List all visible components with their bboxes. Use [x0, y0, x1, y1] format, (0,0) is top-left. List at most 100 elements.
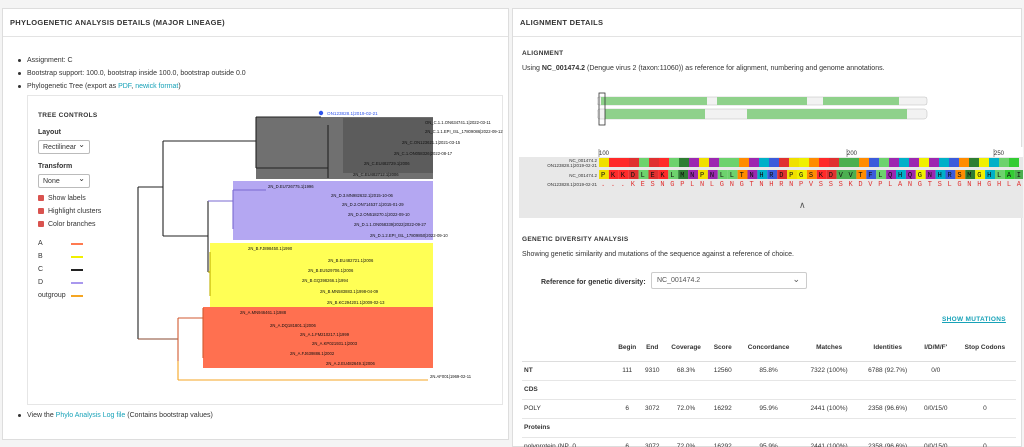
tree-leaf-label: 2N_A.DQ181801.1|2006 — [270, 323, 316, 328]
residue: L — [888, 181, 892, 189]
residue: G — [977, 172, 981, 180]
legend-label: C — [38, 266, 44, 273]
table-header-cell: Stop Codons — [953, 335, 1016, 362]
residue: P — [680, 181, 684, 189]
ref-sequence-name: NC_001474.2 — [569, 173, 597, 178]
residue: S — [809, 172, 813, 180]
overview-ref-label: NC_001474.2 — [569, 158, 597, 163]
legend-item: outgroup — [38, 291, 88, 300]
transform-select[interactable]: None — [38, 174, 90, 188]
residue: . — [611, 181, 615, 189]
table-header-cell: Coverage — [663, 335, 709, 362]
tree-leaf-label: 2N_C.EU482712.1|2006 — [353, 172, 399, 177]
residue: L — [997, 172, 1001, 180]
tree-leaf-label: 2N_D.2.ON714537.1|2015-01-29 — [342, 202, 404, 207]
table-cell: 6788 (92.7%) — [857, 361, 918, 381]
table-header-cell: Score — [708, 335, 737, 362]
alignment-heading: ALIGNMENT — [522, 50, 564, 57]
residue: L — [670, 172, 674, 180]
reference-select[interactable]: NC_001474.2 — [651, 272, 807, 289]
color-branches-label: Color branches — [48, 221, 96, 228]
alignment-panel: ALIGNMENT DETAILS ALIGNMENT Using NC_001… — [512, 8, 1024, 447]
tree-leaf-label: 2N_B.GQ398266.1|1994 — [302, 278, 349, 283]
residue: P — [601, 172, 605, 180]
residue: F — [868, 172, 872, 180]
residue: Q — [888, 172, 892, 180]
legend-swatch — [71, 256, 83, 258]
residue: K — [660, 172, 665, 180]
residue: G — [987, 181, 991, 189]
table-header-cell — [522, 335, 614, 362]
residue: V — [868, 181, 873, 189]
residue: N — [759, 181, 763, 189]
table-header-cell: Identities — [857, 335, 918, 362]
table-cell: 2441 (100%) — [800, 399, 858, 419]
query-leaf-marker — [318, 110, 324, 116]
sequence-viewer[interactable]: 100 200 250 P K K D L E K L M N P N L L T N H R D P G S K D V V T F L Q H… — [519, 147, 1024, 218]
log-list: View the Phylo Analysis Log file (Contai… — [18, 409, 213, 422]
color-branches-checkbox[interactable]: Color branches — [38, 220, 95, 230]
residue: T — [858, 172, 862, 180]
residue: E — [641, 181, 645, 189]
genetic-diversity-heading: GENETIC DIVERSITY ANALYSIS — [522, 236, 629, 243]
residue: L — [948, 181, 952, 189]
residue: G — [799, 172, 803, 180]
tree-leaf-label: 2N_A.1.FM210217.1|1999 — [300, 332, 350, 337]
phylo-log-link[interactable]: Phylo Analysis Log file — [55, 412, 126, 419]
residue: P — [878, 181, 882, 189]
table-cell: 85.8% — [736, 361, 801, 381]
layout-select[interactable]: Rectilinear — [38, 140, 90, 154]
residue: N — [660, 181, 664, 189]
residue: N — [789, 181, 793, 189]
reference-accession: NC_001474.2 — [541, 65, 586, 72]
genome-overview[interactable] — [597, 91, 931, 127]
export-newick-link[interactable]: newick format — [135, 83, 179, 90]
export-pdf-link[interactable]: PDF — [118, 83, 132, 90]
residue: P — [799, 181, 803, 189]
show-mutations-link[interactable]: SHOW MUTATIONS — [942, 316, 1006, 323]
table-cell: 0/0 — [917, 361, 954, 381]
table-cell: 0 — [953, 399, 1016, 419]
table-cell: 72.0% — [663, 399, 709, 419]
phylo-panel-title: PHYLOGENETIC ANALYSIS DETAILS (MAJOR LIN… — [3, 9, 508, 37]
residue: S — [819, 181, 823, 189]
alignment-panel-title: ALIGNMENT DETAILS — [513, 9, 1021, 37]
show-labels-checkbox[interactable]: Show labels — [38, 194, 86, 204]
show-labels-label: Show labels — [48, 195, 86, 202]
table-section-cds: CDS — [522, 380, 1016, 400]
residue: P — [700, 172, 704, 180]
tree-leaf-label: 2N_C.1.ON058326|2022-08-17 — [394, 151, 453, 156]
tree-leaf-label: 2N_A.MN946461.1|1988 — [240, 310, 287, 315]
legend-item: C — [38, 265, 88, 274]
table-cell: 68.3% — [663, 361, 709, 381]
legend-item: D — [38, 278, 88, 287]
cds-label: CDS — [522, 380, 1016, 400]
residue: L — [690, 181, 694, 189]
view-log-suffix: (Contains bootstrap values) — [125, 412, 213, 419]
residue: L — [730, 172, 734, 180]
using-rest: (Dengue virus 2 (taxon:11060)) as refere… — [585, 65, 885, 72]
residue: S — [957, 172, 961, 180]
table-section-proteins: Proteins — [522, 418, 1016, 438]
using-prefix: Using — [522, 65, 542, 72]
residue: A — [1017, 181, 1022, 189]
table-cell: 7322 (100%) — [800, 361, 858, 381]
table-cell: 6 — [613, 399, 642, 419]
highlight-clusters-checkbox[interactable]: Highlight clusters — [38, 207, 101, 217]
residue: . — [621, 181, 625, 189]
table-cell: 0 — [953, 437, 1016, 447]
table-cell: 2358 (96.6%) — [857, 437, 918, 447]
table-row-polyprotein: polyprotein (NP_0... 6 3072 72.0% 16292 95.9%… — [522, 437, 1016, 447]
legend-item: A — [38, 239, 88, 248]
residue: G — [918, 181, 922, 189]
reference-select-label: Reference for genetic diversity: — [541, 279, 646, 286]
collapse-viewer-icon[interactable]: ∧ — [799, 200, 806, 210]
residue: V — [809, 181, 814, 189]
table-cell: 95.9% — [736, 437, 801, 447]
table-cell: 2358 (96.6%) — [857, 399, 918, 419]
tree-leaf-label: 2N.AF001|1969-02-11 — [430, 374, 472, 379]
legend-item: B — [38, 252, 88, 261]
residue: A — [1007, 172, 1012, 180]
residue: G — [957, 181, 961, 189]
